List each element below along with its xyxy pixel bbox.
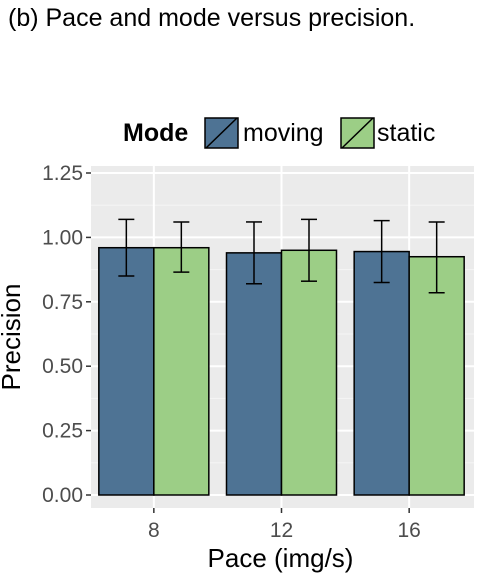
- legend-title: Mode: [123, 119, 188, 147]
- error-bar-moving-12: [246, 221, 262, 285]
- legend-item-static: static: [340, 117, 435, 149]
- legend-swatch-slash: [341, 117, 374, 149]
- error-bar-static-16: [428, 221, 445, 294]
- error-bar-moving-16: [373, 219, 390, 284]
- error-bar-static-8: [173, 221, 190, 273]
- bar-static-16: [408, 255, 465, 496]
- x-tick-label: 8: [148, 519, 160, 542]
- y-tick-label: 0.00: [42, 484, 83, 507]
- y-axis: 0.00 0.25 0.50 0.75 1.00 1.25: [42, 162, 91, 507]
- figure-caption: (b) Pace and mode versus precision.: [8, 4, 416, 32]
- y-tick-label: 0.50: [42, 355, 83, 378]
- bar-moving-8: [98, 246, 155, 496]
- legend: Mode moving static: [123, 117, 435, 149]
- legend-swatch-slash: [205, 117, 238, 149]
- legend-label-moving: moving: [243, 119, 324, 147]
- y-tick-label: 1.25: [42, 162, 83, 185]
- error-bar-moving-8: [118, 218, 135, 277]
- x-tick-label: 12: [270, 519, 293, 542]
- error-bars: [118, 218, 445, 294]
- y-tick-label: 0.75: [42, 291, 83, 314]
- y-axis-title: Precision: [0, 284, 26, 391]
- error-bar-static-12: [301, 218, 317, 282]
- x-tick-label: 16: [397, 519, 420, 542]
- x-axis-title: Pace (img/s): [208, 543, 354, 573]
- bars: [98, 246, 465, 496]
- legend-label-static: static: [377, 119, 435, 147]
- y-tick-label: 1.00: [42, 226, 83, 249]
- y-tick-label: 0.25: [42, 420, 83, 443]
- bar-static-8: [153, 246, 210, 496]
- legend-item-moving: moving: [204, 117, 324, 149]
- bar-moving-16: [353, 250, 410, 496]
- bar-static-12: [280, 249, 338, 496]
- bar-moving-12: [225, 252, 283, 496]
- x-axis: 8 12 16: [148, 508, 421, 542]
